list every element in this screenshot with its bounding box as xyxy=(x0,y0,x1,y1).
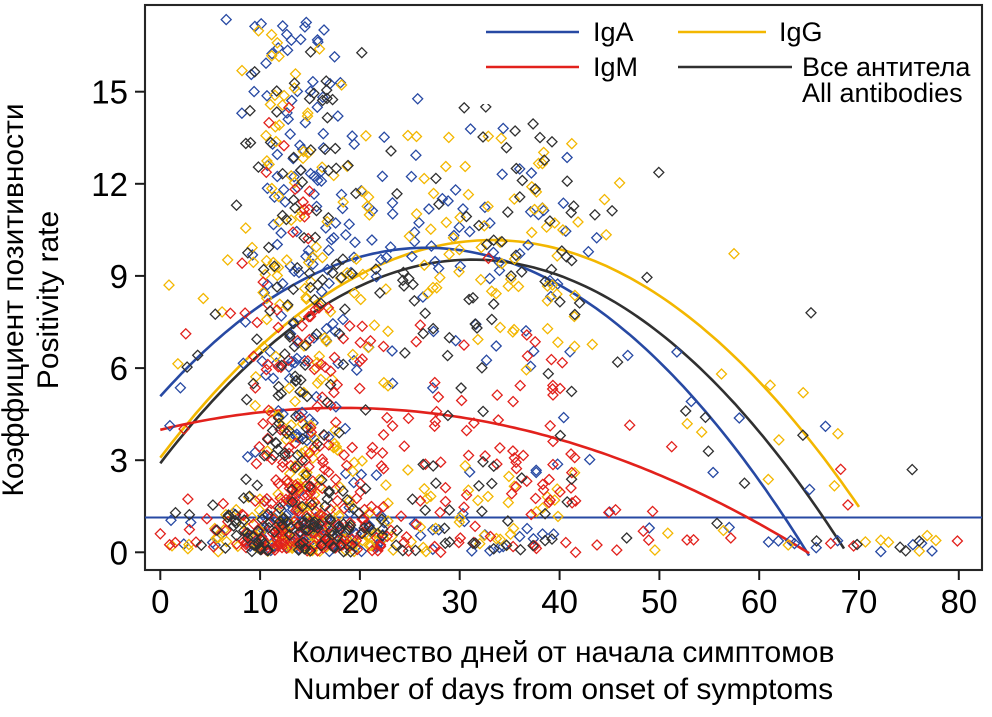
svg-text:50: 50 xyxy=(641,583,678,620)
svg-text:12: 12 xyxy=(91,166,128,203)
svg-text:Number of days from onset of s: Number of days from onset of symptoms xyxy=(293,673,833,706)
svg-text:Коэффициент позитивности: Коэффициент позитивности xyxy=(0,103,30,496)
svg-text:15: 15 xyxy=(91,74,128,111)
svg-text:IgG: IgG xyxy=(779,17,823,47)
svg-text:9: 9 xyxy=(110,258,128,295)
svg-text:Количество дней от начала симп: Количество дней от начала симптомов xyxy=(292,636,835,669)
svg-text:40: 40 xyxy=(541,583,578,620)
svg-text:30: 30 xyxy=(441,583,478,620)
svg-text:3: 3 xyxy=(110,442,128,479)
svg-text:IgM: IgM xyxy=(593,52,638,82)
svg-text:6: 6 xyxy=(110,350,128,387)
svg-text:IgA: IgA xyxy=(593,17,634,47)
svg-text:80: 80 xyxy=(940,583,977,620)
svg-text:Positivity rate: Positivity rate xyxy=(32,211,65,389)
svg-text:20: 20 xyxy=(342,583,379,620)
svg-text:10: 10 xyxy=(242,583,279,620)
svg-text:70: 70 xyxy=(841,583,878,620)
svg-text:0: 0 xyxy=(151,583,169,620)
svg-text:0: 0 xyxy=(110,534,128,571)
svg-text:All antibodies: All antibodies xyxy=(802,78,963,108)
svg-text:60: 60 xyxy=(741,583,778,620)
